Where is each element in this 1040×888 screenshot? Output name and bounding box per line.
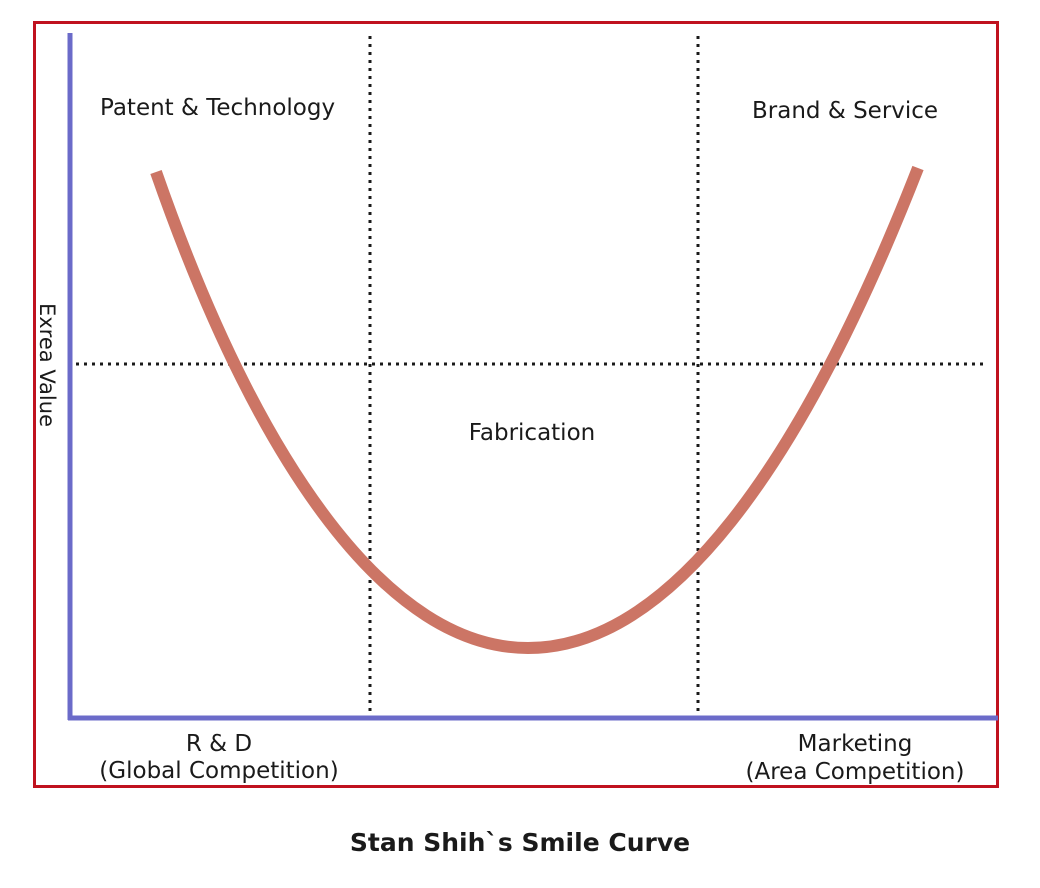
y-axis-label: Exrea Value	[35, 302, 59, 428]
rd-label: R & D	[185, 731, 253, 757]
diagram-frame	[33, 21, 999, 788]
fabrication-label: Fabrication	[468, 420, 596, 446]
global-competition-label: (Global Competition)	[99, 758, 339, 784]
patent-technology-label: Patent & Technology	[100, 95, 336, 121]
brand-service-label: Brand & Service	[752, 98, 939, 124]
diagram-caption: Stan Shih`s Smile Curve	[349, 828, 691, 857]
area-competition-label: (Area Competition)	[745, 759, 965, 785]
marketing-label: Marketing	[797, 731, 913, 757]
smile-curve	[150, 165, 924, 655]
